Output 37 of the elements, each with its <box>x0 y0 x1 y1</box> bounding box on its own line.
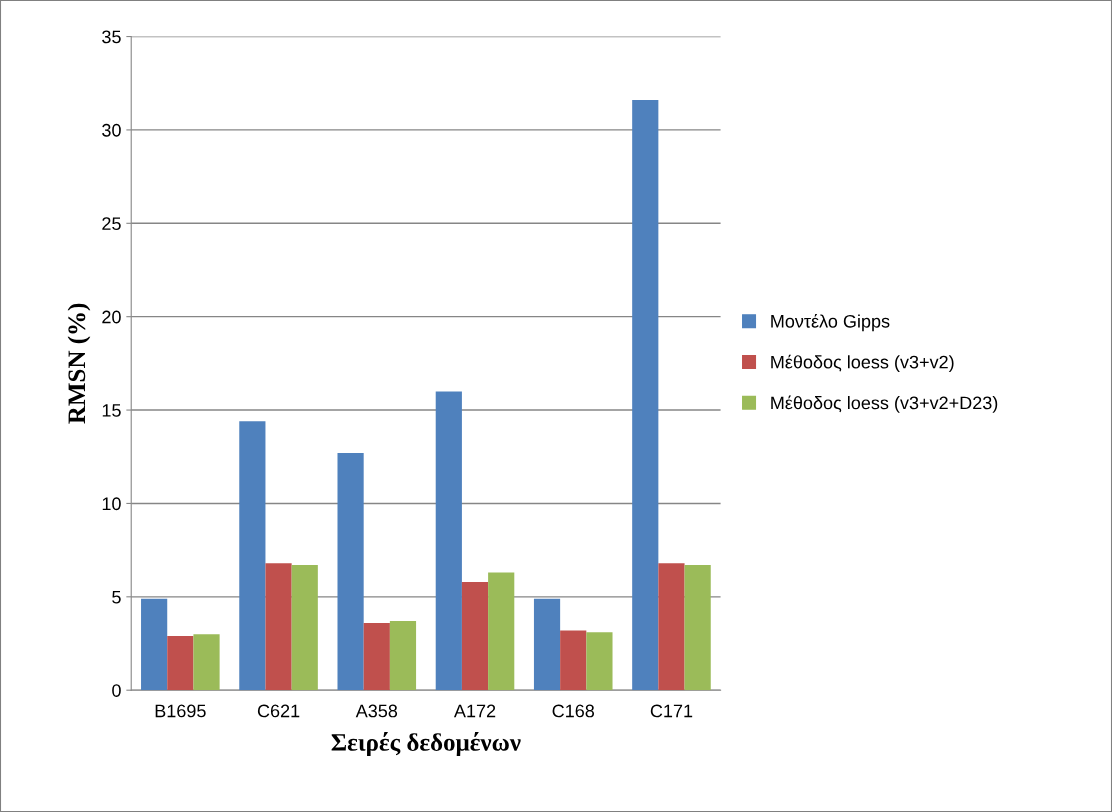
legend-label: Μέθοδος loess (v3+v2+D23) <box>771 395 998 413</box>
bar <box>435 391 462 691</box>
bar <box>684 565 711 691</box>
y-tick-label: 30 <box>102 123 121 137</box>
y-axis-title: RMSN (%) <box>67 303 91 424</box>
y-tick-label: 35 <box>102 30 121 44</box>
y-tick-label: 15 <box>102 404 121 417</box>
bar <box>141 598 168 691</box>
x-tick-label: A172 <box>453 704 496 718</box>
x-tick-label: B1695 <box>155 704 206 718</box>
bar <box>193 634 220 691</box>
legend-label: Μοντέλο Gipps <box>771 313 890 332</box>
legend-label: Μέθοδος loess (v3+v2) <box>771 354 954 373</box>
bar <box>658 563 685 691</box>
y-tick-label: 10 <box>102 497 121 511</box>
bar <box>586 632 613 691</box>
bar <box>560 630 587 691</box>
bar <box>632 100 659 691</box>
y-tick-label: 5 <box>112 590 121 604</box>
bar <box>337 453 364 691</box>
bar <box>461 581 489 691</box>
bar <box>167 636 194 691</box>
y-tick-label: 20 <box>102 310 121 324</box>
y-tick-label: 0 <box>112 684 121 697</box>
x-tick-label: A358 <box>355 704 398 718</box>
y-tick-label: 25 <box>102 217 121 231</box>
bar <box>265 563 292 691</box>
bar <box>488 572 515 691</box>
bar <box>363 622 390 691</box>
x-tick-label: C621 <box>257 704 300 718</box>
x-tick-label: C168 <box>552 704 595 718</box>
bar <box>389 621 417 691</box>
bar <box>291 565 318 691</box>
x-axis-title: Σειρές δεδομένων <box>331 732 521 756</box>
bar <box>533 598 561 691</box>
x-tick-label: C171 <box>650 704 693 718</box>
bar <box>239 421 266 691</box>
